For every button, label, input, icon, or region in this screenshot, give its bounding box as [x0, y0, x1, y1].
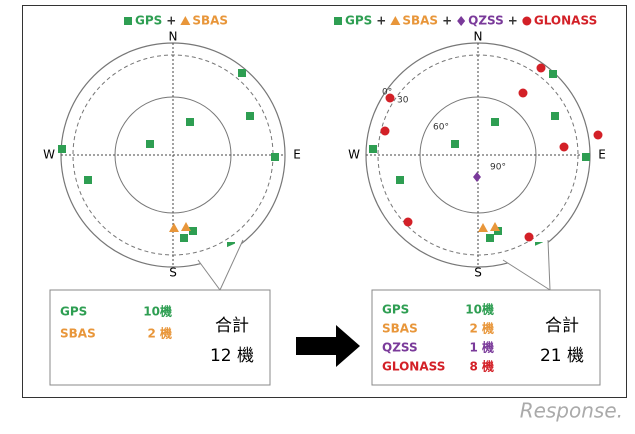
- compass-label: S: [169, 266, 177, 280]
- glonass-satellite: [518, 88, 528, 98]
- glonass-satellite: [522, 16, 532, 26]
- gps-satellite: [84, 176, 92, 184]
- total-label: 合計: [215, 316, 249, 336]
- legend-text: +: [508, 14, 518, 28]
- legend-text: GPS: [345, 14, 372, 28]
- count-name: QZSS: [382, 341, 418, 355]
- glonass-satellite: [536, 63, 546, 73]
- gps-satellite: [582, 153, 590, 161]
- count-name: SBAS: [60, 327, 96, 341]
- sbas-satellite: [478, 223, 488, 232]
- legend-text: GPS: [135, 14, 162, 28]
- compass-label: N: [169, 30, 178, 44]
- count-box: [371, 289, 601, 386]
- count-name: GLONASS: [382, 360, 445, 374]
- legend-text: +: [442, 14, 452, 28]
- glonass-satellite: [385, 93, 395, 103]
- count-name: GPS: [382, 303, 409, 317]
- gps-satellite: [58, 145, 66, 153]
- compass-label: N: [474, 30, 483, 44]
- count-name: GPS: [60, 305, 87, 319]
- count-value: 8 機: [469, 359, 494, 374]
- sbas-satellite: [169, 223, 179, 232]
- gps-satellite: [124, 17, 132, 25]
- gps-satellite: [451, 140, 459, 148]
- sbas-satellite: [181, 222, 191, 231]
- elevation-label: 90°: [490, 163, 506, 173]
- watermark: Response.: [520, 399, 623, 423]
- count-value: 2 機: [469, 321, 494, 336]
- count-value: 10機: [465, 302, 494, 317]
- gps-satellite: [551, 112, 559, 120]
- count-name: SBAS: [382, 322, 418, 336]
- gps-satellite: [549, 70, 557, 78]
- legend-text: +: [376, 14, 386, 28]
- gps-satellite: [334, 17, 342, 25]
- gps-satellite: [396, 176, 404, 184]
- gps-satellite: [146, 140, 154, 148]
- gps-satellite: [189, 227, 197, 235]
- legend-text: QZSS: [468, 14, 504, 28]
- gps-satellite: [271, 153, 279, 161]
- count-value: 1 機: [469, 340, 494, 355]
- gps-satellite: [180, 234, 188, 242]
- count-value: 2 機: [147, 326, 172, 341]
- total-label: 合計: [545, 316, 579, 336]
- gps-satellite: [486, 234, 494, 242]
- gps-satellite: [186, 118, 194, 126]
- compass-label: E: [598, 148, 606, 162]
- legend-text: GLONASS: [534, 14, 597, 28]
- gps-satellite: [246, 112, 254, 120]
- count-box: [49, 289, 271, 386]
- gps-satellite: [491, 118, 499, 126]
- compass-label: W: [43, 148, 55, 162]
- sbas-satellite: [180, 16, 191, 25]
- legend-text: SBAS: [192, 14, 228, 28]
- glonass-satellite: [593, 130, 603, 140]
- legend-text: SBAS: [402, 14, 438, 28]
- compass-label: W: [348, 148, 360, 162]
- qzss-satellite: [457, 16, 466, 26]
- gps-satellite: [238, 69, 246, 77]
- gps-satellite: [369, 145, 377, 153]
- elevation-label: 60°: [433, 123, 449, 133]
- arrow: [296, 325, 360, 367]
- glonass-satellite: [380, 126, 390, 136]
- legend-text: +: [166, 14, 176, 28]
- qzss-satellite: [473, 172, 481, 182]
- glonass-satellite: [524, 232, 534, 242]
- total-value: 21 機: [540, 346, 584, 366]
- elevation-label: 30: [397, 96, 409, 106]
- elevation-label: 0°: [382, 88, 392, 98]
- compass-label: S: [474, 266, 482, 280]
- glonass-satellite: [559, 142, 569, 152]
- sbas-satellite: [390, 16, 401, 25]
- total-value: 12 機: [210, 346, 254, 366]
- sbas-satellite: [490, 222, 500, 231]
- compass-label: E: [293, 148, 301, 162]
- glonass-satellite: [403, 217, 413, 227]
- count-value: 10機: [143, 304, 172, 319]
